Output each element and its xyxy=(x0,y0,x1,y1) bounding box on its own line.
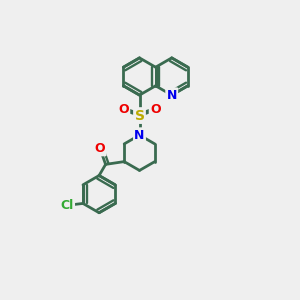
Text: O: O xyxy=(118,103,129,116)
Text: O: O xyxy=(95,142,105,155)
Text: N: N xyxy=(134,129,145,142)
Text: O: O xyxy=(150,103,160,116)
Text: N: N xyxy=(167,88,177,102)
Text: S: S xyxy=(134,109,145,123)
Text: Cl: Cl xyxy=(61,199,74,212)
